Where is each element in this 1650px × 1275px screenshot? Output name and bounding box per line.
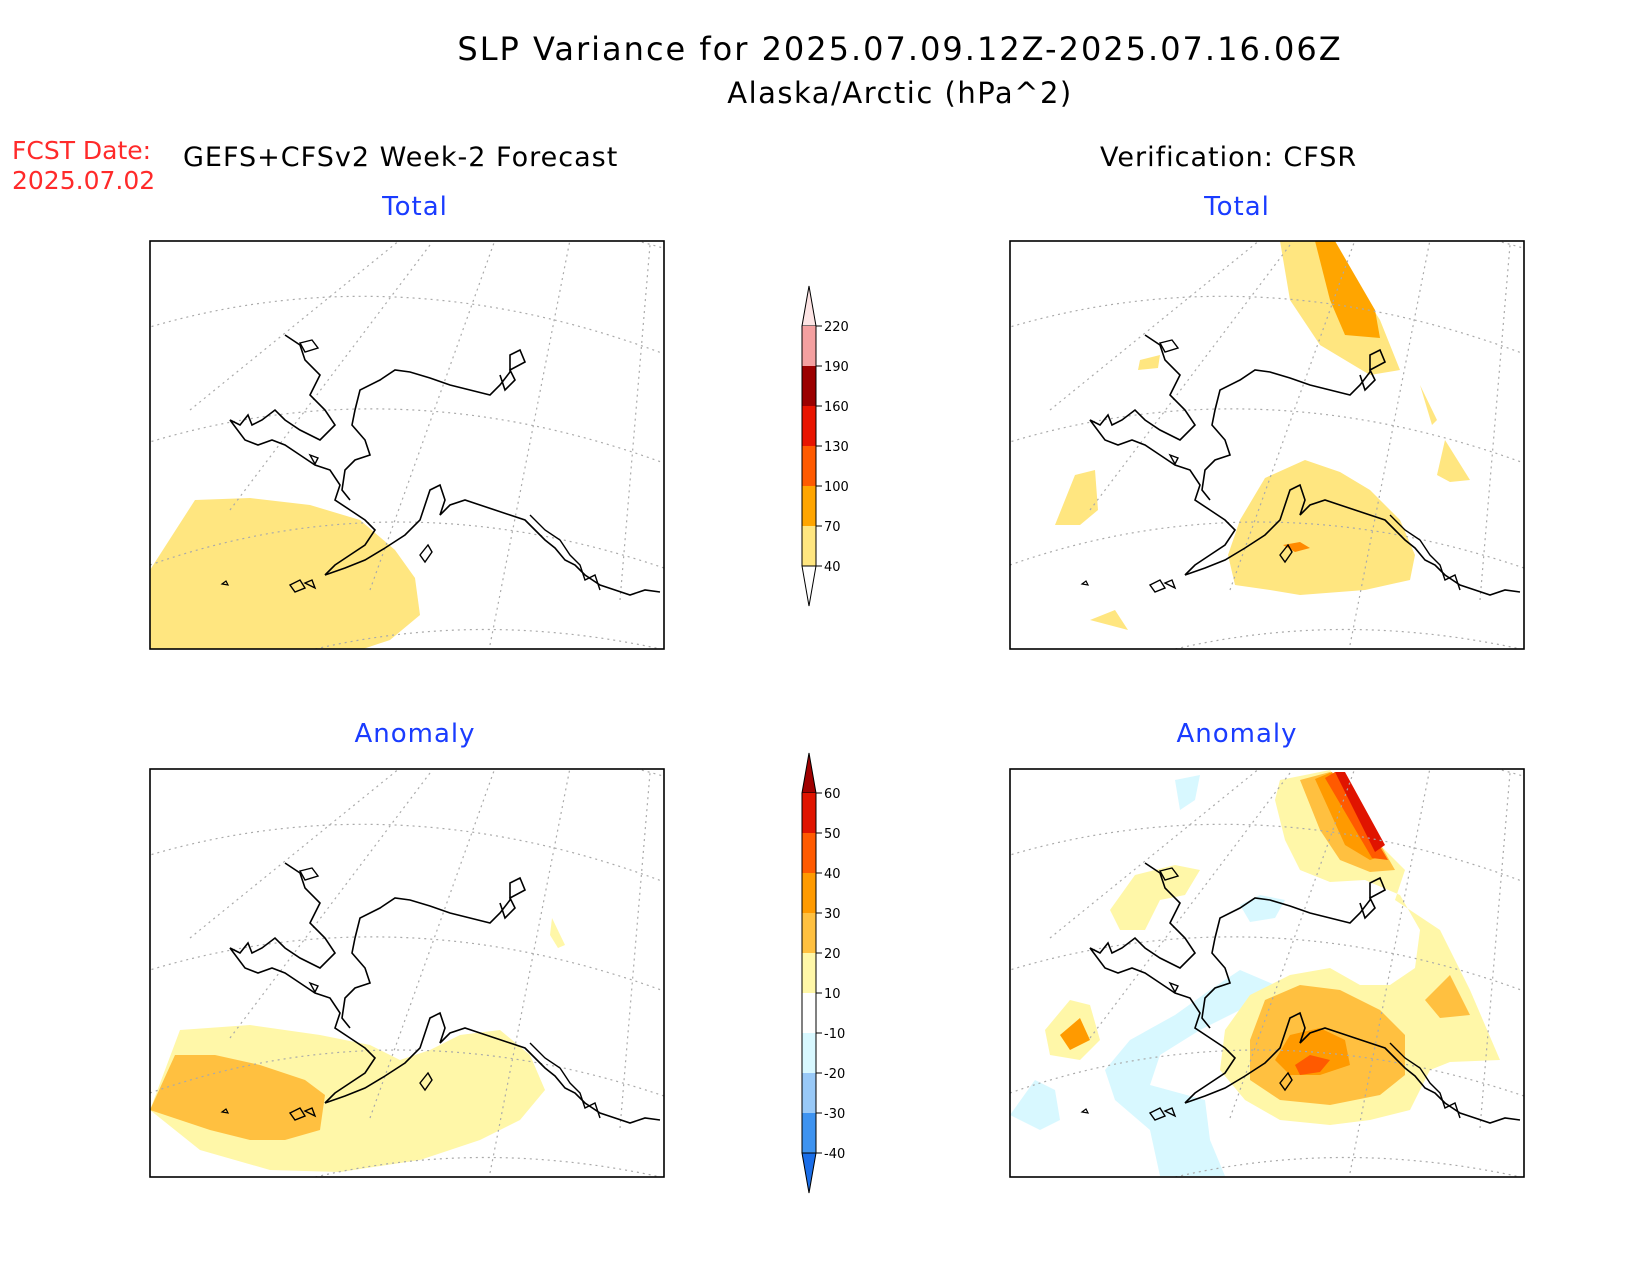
colorbar-anomaly-tick-label: -20 <box>824 1067 845 1082</box>
total-colorbar: 40 70 100 130 160 190 220 <box>801 285 849 607</box>
colorbar-total-tick-label: 190 <box>824 360 849 375</box>
colorbar-anomaly-tick-label: -30 <box>824 1107 845 1122</box>
forecast-total-frame <box>149 240 665 650</box>
colorbar-anomaly-tick-label: -10 <box>824 1027 845 1042</box>
colorbar-anomaly-tick-label: 30 <box>824 907 841 922</box>
verification-anomaly-map <box>1009 768 1525 1178</box>
verification-column-header: Verification: CFSR <box>1100 142 1358 173</box>
colorbar-total-bin <box>802 446 816 486</box>
colorbar-anomaly-bin <box>802 993 816 1033</box>
verification-total-map <box>1009 240 1525 650</box>
colorbar-anomaly-bin <box>802 873 816 913</box>
colorbar-anomaly-tick-label: -40 <box>824 1147 845 1162</box>
verification-total-frame <box>1009 240 1525 650</box>
colorbar-total-bin <box>802 366 816 406</box>
colorbar-total-bin <box>802 526 816 566</box>
verification-total-title: Total <box>1204 192 1270 222</box>
colorbar-anomaly-bin <box>802 793 816 833</box>
colorbar-anomaly-tick-label: 50 <box>824 827 841 842</box>
forecast-total-title: Total <box>382 192 448 222</box>
colorbar-anomaly-tick-label: 10 <box>824 987 841 1002</box>
colorbar-anomaly-tick-label: 60 <box>824 787 841 802</box>
colorbar-total-bin <box>802 486 816 526</box>
variance-contour-40 <box>150 498 420 649</box>
colorbar-anomaly-top-triangle <box>801 752 817 794</box>
colorbar-total-tick-label: 40 <box>824 560 841 575</box>
colorbar-total-tick-label: 70 <box>824 520 841 535</box>
colorbar-anomaly-bin <box>802 1073 816 1113</box>
colorbar-anomaly-bin <box>802 913 816 953</box>
colorbar-total-bottom-triangle <box>801 565 817 607</box>
colorbar-total-top-triangle <box>801 285 817 327</box>
forecast-anomaly-frame <box>149 768 665 1178</box>
colorbar-total-bin <box>802 326 816 366</box>
fcst-date-label: FCST Date: <box>12 136 152 165</box>
colorbar-anomaly-bin <box>802 953 816 993</box>
chart-title: SLP Variance for 2025.07.09.12Z-2025.07.… <box>457 30 1343 68</box>
colorbar-total-tick-label: 130 <box>824 440 849 455</box>
fcst-date-value: 2025.07.02 <box>12 166 156 195</box>
colorbar-total-tick-label: 220 <box>824 320 849 335</box>
forecast-total-map <box>149 240 665 650</box>
forecast-anomaly-map <box>149 768 665 1178</box>
colorbar-anomaly-bin <box>802 833 816 873</box>
anomaly-colorbar: -40 -30 -20 -10 10 20 30 40 50 60 <box>801 752 845 1194</box>
chart-subtitle: Alaska/Arctic (hPa^2) <box>727 76 1073 110</box>
colorbar-total-tick-label: 160 <box>824 400 849 415</box>
colorbar-anomaly-tick-label: 20 <box>824 947 841 962</box>
colorbar-anomaly-tick-label: 40 <box>824 867 841 882</box>
forecast-column-header: GEFS+CFSv2 Week-2 Forecast <box>183 142 619 173</box>
verification-anomaly-title: Anomaly <box>1176 719 1298 749</box>
forecast-anomaly-title: Anomaly <box>354 719 476 749</box>
colorbar-anomaly-bin <box>802 1033 816 1073</box>
colorbar-total-tick-label: 100 <box>824 480 849 495</box>
colorbar-anomaly-bottom-triangle <box>801 1152 817 1194</box>
verification-anomaly-frame <box>1009 768 1525 1178</box>
colorbar-total-bin <box>802 406 816 446</box>
colorbar-anomaly-bin <box>802 1113 816 1153</box>
